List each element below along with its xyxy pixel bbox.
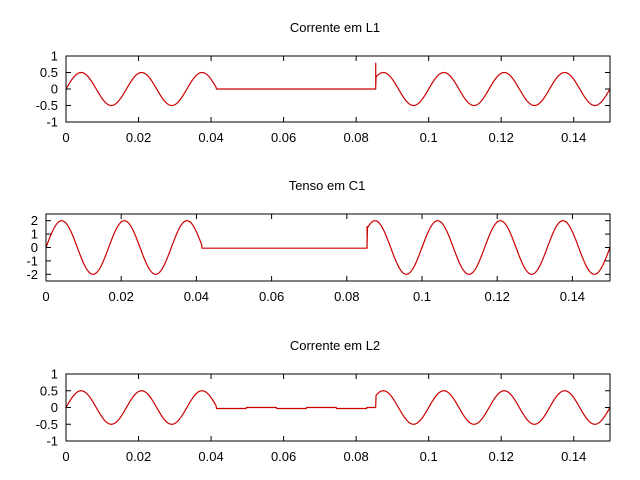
subplot-2-frame [45, 213, 611, 282]
subplot-2-xtick-label: 0.06 [259, 289, 284, 304]
subplot-2-title: Tenso em C1 [289, 178, 366, 193]
subplot-2-series-line [45, 220, 611, 275]
subplot-1-series-line [65, 62, 611, 107]
subplot-1-ytick-label: -0.5 [36, 98, 58, 113]
subplot-2-xtick-label: 0.04 [184, 289, 209, 304]
subplot-3-xtick-label: 0.12 [489, 449, 514, 464]
subplot-1-title: Corrente em L1 [290, 20, 380, 35]
subplot-2-ytick-label: -1 [26, 253, 38, 268]
subplot-2-ytick-label: 1 [31, 227, 38, 242]
subplot-1-xtick-label: 0.14 [561, 130, 586, 145]
subplot-1-ytick-label: 1 [51, 49, 58, 64]
subplot-1-xtick-label: 0.08 [343, 130, 368, 145]
subplot-1-ytick-label: 0.5 [40, 65, 58, 80]
subplot-3-xtick-label: 0 [62, 449, 69, 464]
subplot-3-ytick-label: 0 [51, 400, 58, 415]
subplot-2-xtick-label: 0.14 [560, 289, 585, 304]
subplot-3-series-line [65, 390, 611, 425]
subplot-3-xtick-label: 0.08 [343, 449, 368, 464]
subplot-2-xtick-label: 0.02 [109, 289, 134, 304]
subplot-3-xtick-label: 0.02 [126, 449, 151, 464]
subplot-2-xtick-label: 0.12 [485, 289, 510, 304]
subplot-3-xtick-label: 0.04 [198, 449, 223, 464]
subplot-1-xtick-label: 0 [62, 130, 69, 145]
subplot-2-xtick-label: 0.1 [413, 289, 431, 304]
subplot-2-ytick-label: 2 [31, 213, 38, 228]
subplot-2-ytick-label: -2 [26, 267, 38, 282]
subplot-1-xtick-label: 0.06 [271, 130, 296, 145]
subplot-1: Corrente em L1 0 0.02 0.04 0.06 0.08 0.1 0.12 0… [36, 20, 611, 145]
subplot-1-xtick-label: 0.1 [420, 130, 438, 145]
subplot-2-xtick-label: 0 [42, 289, 49, 304]
subplot-3: Corrente em L2 0 0.02 0.04 0.06 0.08 0.1 0.12 0… [36, 338, 611, 464]
subplot-3-xtick-label: 0.1 [420, 449, 438, 464]
subplot-1-xtick-label: 0.02 [126, 130, 151, 145]
subplot-1-xtick-label: 0.04 [198, 130, 223, 145]
subplot-2: Tenso em C1 0 0.02 0.04 0.06 0.08 0.1 0.12 0.14… [26, 178, 611, 304]
subplot-1-ytick-label: -1 [46, 115, 58, 130]
subplot-3-xtick-label: 0.14 [561, 449, 586, 464]
subplot-1-xtick-label: 0.12 [489, 130, 514, 145]
subplot-3-ytick-label: -1 [46, 434, 58, 449]
subplot-2-ytick-label: 0 [31, 240, 38, 255]
subplot-3-ytick-label: 0.5 [40, 383, 58, 398]
subplot-1-ytick-label: 0 [51, 82, 58, 97]
subplot-3-title: Corrente em L2 [290, 338, 380, 353]
subplot-3-ytick-label: -0.5 [36, 417, 58, 432]
subplot-3-frame [65, 373, 611, 442]
subplot-3-xtick-label: 0.06 [271, 449, 296, 464]
subplot-3-axes: 0 0.02 0.04 0.06 0.08 0.1 0.12 0.14 10.5 0 -0.5 -1 [36, 367, 611, 464]
subplot-3-ytick-label: 1 [51, 367, 58, 382]
subplot-2-xtick-label: 0.08 [334, 289, 359, 304]
